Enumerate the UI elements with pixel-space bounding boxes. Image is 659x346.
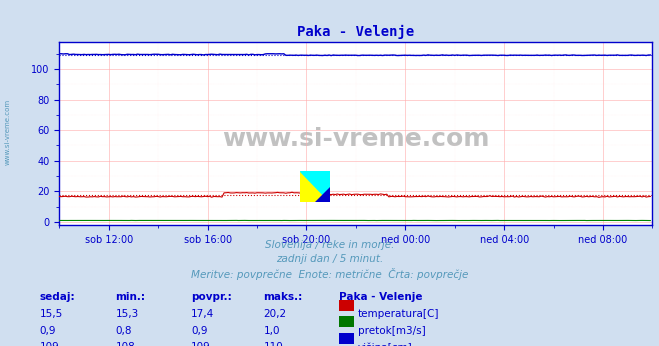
Text: 15,3: 15,3 [115,309,138,319]
Text: 20,2: 20,2 [264,309,287,319]
Text: min.:: min.: [115,292,146,302]
Text: temperatura[C]: temperatura[C] [358,309,440,319]
Text: Paka - Velenje: Paka - Velenje [339,292,423,302]
Text: 110: 110 [264,342,283,346]
Title: Paka - Velenje: Paka - Velenje [297,25,415,39]
Text: www.si-vreme.com: www.si-vreme.com [5,98,11,165]
Polygon shape [300,171,330,202]
Text: 109: 109 [40,342,59,346]
Text: sedaj:: sedaj: [40,292,75,302]
Text: 108: 108 [115,342,135,346]
Text: 109: 109 [191,342,211,346]
Text: 0,9: 0,9 [40,326,56,336]
Text: povpr.:: povpr.: [191,292,232,302]
Text: pretok[m3/s]: pretok[m3/s] [358,326,426,336]
Text: višina[cm]: višina[cm] [358,342,413,346]
Text: 1,0: 1,0 [264,326,280,336]
Text: 15,5: 15,5 [40,309,63,319]
Polygon shape [315,187,330,202]
Text: 0,8: 0,8 [115,326,132,336]
Text: 0,9: 0,9 [191,326,208,336]
Text: Meritve: povprečne  Enote: metrične  Črta: povprečje: Meritve: povprečne Enote: metrične Črta:… [191,268,468,280]
Text: www.si-vreme.com: www.si-vreme.com [222,127,490,151]
Polygon shape [300,171,330,202]
Text: zadnji dan / 5 minut.: zadnji dan / 5 minut. [276,254,383,264]
Text: Slovenija / reke in morje.: Slovenija / reke in morje. [265,240,394,251]
Text: 17,4: 17,4 [191,309,214,319]
Text: maks.:: maks.: [264,292,303,302]
